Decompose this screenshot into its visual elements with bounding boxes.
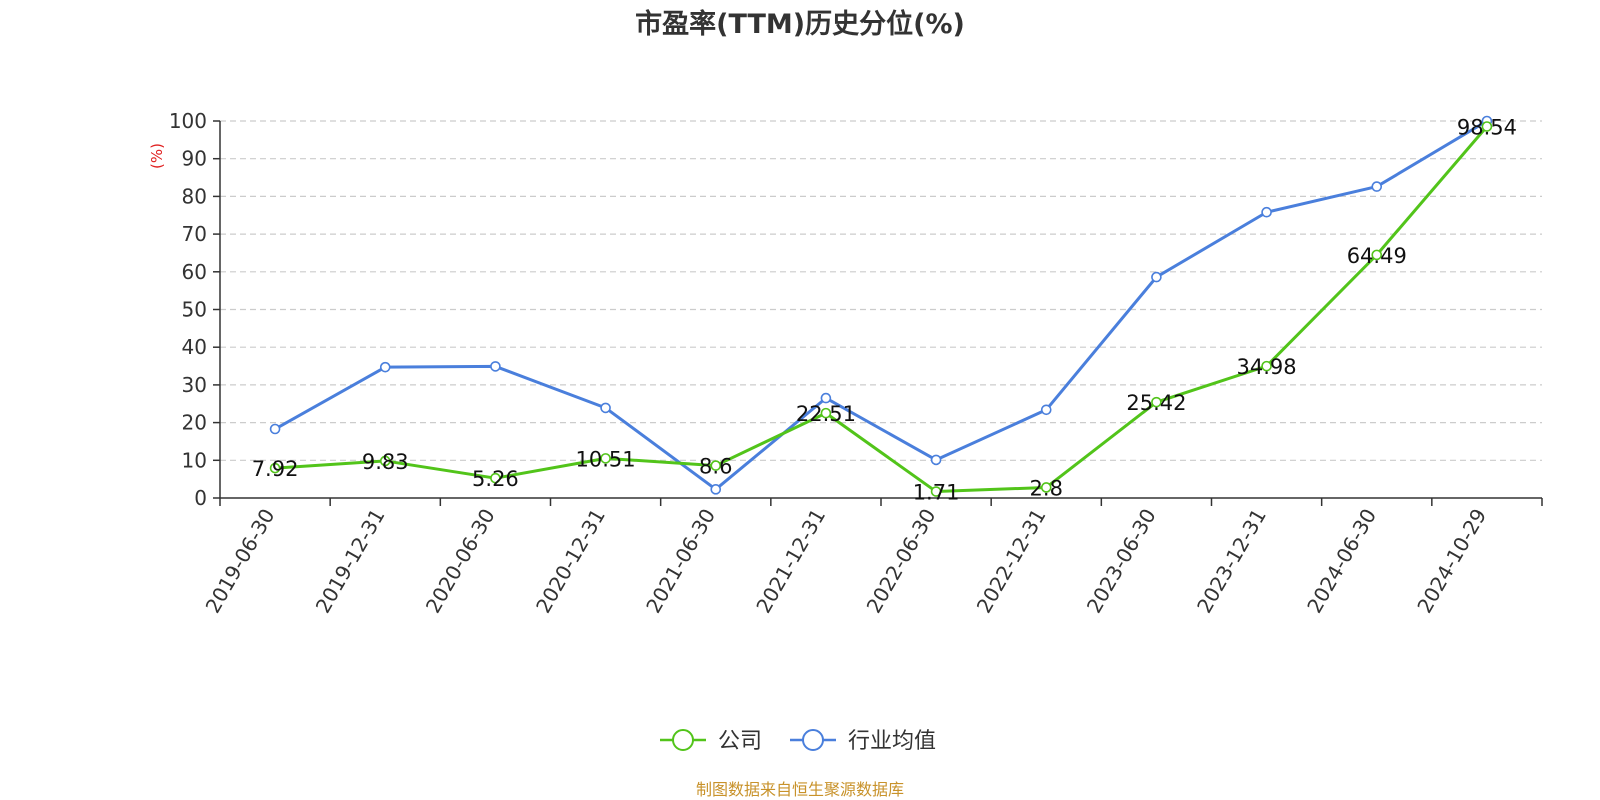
data-point[interactable] [269,462,281,474]
y-tick-label: 10 [182,448,207,472]
x-tick-label: 2023-06-30 [1082,505,1161,618]
data-label: 98.54 [1457,116,1517,140]
data-point[interactable] [820,392,832,404]
data-label: 34.98 [1237,355,1297,379]
data-label: 2.8 [1030,476,1063,500]
data-point[interactable] [490,472,501,484]
series-lines [269,115,1493,497]
data-point[interactable] [269,423,281,435]
data-point[interactable] [490,361,501,372]
data-point[interactable] [1040,404,1052,416]
y-tick-label: 60 [182,260,207,284]
data-point[interactable] [710,484,722,495]
data-label: 8.6 [699,455,732,479]
data-point[interactable] [379,361,391,373]
x-tick-label: 2021-12-31 [751,505,830,618]
x-tick-label: 2022-06-30 [862,504,941,617]
y-tick-label: 80 [182,184,207,208]
data-point[interactable] [600,453,611,464]
grid-lines [220,120,1542,461]
y-tick-label: 50 [182,298,207,322]
y-tick-label: 20 [182,411,207,435]
x-tick-label: 2021-06-30 [641,505,720,618]
y-tick-label: 70 [182,222,207,246]
x-tick-label: 2024-10-29 [1412,505,1491,618]
series-line [274,119,1488,491]
data-point[interactable] [930,486,942,497]
data-label: 10.51 [576,447,636,471]
y-tick-label: 30 [182,373,207,397]
data-point[interactable] [820,407,832,419]
y-tick-label: 90 [182,147,207,171]
chart-title: 市盈率(TTM)历史分位(%) [635,8,965,40]
legend[interactable]: 公司 行业均值 [660,729,936,754]
data-label: 1.71 [913,481,960,505]
data-point[interactable] [930,454,942,466]
data-point[interactable] [1261,206,1272,218]
x-axis: 2019-06-30 2019-12-31 2020-06-30 2020-12-31… [201,497,1543,618]
x-tick-label: 2020-06-30 [421,504,500,617]
legend-label: 行业均值 [848,729,936,754]
data-point[interactable] [1151,396,1162,408]
legend-item[interactable]: 行业均值 [790,729,936,754]
data-label: 22.51 [796,402,856,426]
data-label: 5.26 [472,467,519,491]
y-tick-label: 100 [169,109,207,133]
x-tick-label: 2019-06-30 [201,505,280,618]
data-point[interactable] [710,460,722,471]
data-point[interactable] [1481,121,1493,132]
data-label: 64.49 [1347,244,1407,268]
x-tick-label: 2023-12-31 [1192,505,1271,618]
data-point[interactable] [1261,360,1272,372]
x-tick-label: 2020-12-31 [531,505,610,618]
y-tick-label: 40 [182,335,207,359]
data-labels: 7.92 9.83 5.26 10.51 8.6 22.51 1.71 2.8 25.42 34.… [252,116,1517,505]
data-label: 25.42 [1126,391,1186,415]
data-label: 7.92 [252,457,299,481]
source-note: 制图数据来自恒生聚源数据库 [696,780,904,799]
y-tick-label: 0 [194,486,207,510]
data-point[interactable] [1371,181,1383,192]
y-axis-label: (%) [148,143,166,169]
data-point[interactable] [379,455,391,467]
legend-marker [802,729,824,751]
y-axis: 0 10 20 30 40 50 60 70 80 90 100 [169,109,221,510]
series-line [274,125,1489,494]
data-label: 9.83 [362,450,409,474]
x-tick-label: 2022-12-31 [972,505,1051,618]
legend-item[interactable]: 公司 [660,729,762,754]
x-tick-label: 2019-12-31 [311,505,390,618]
data-point[interactable] [1371,249,1383,261]
legend-marker [672,729,694,751]
x-tick-label: 2024-06-30 [1302,505,1381,618]
data-point[interactable] [600,402,611,414]
data-point[interactable] [1040,482,1052,493]
data-point[interactable] [1151,271,1162,283]
legend-label: 公司 [718,729,762,754]
